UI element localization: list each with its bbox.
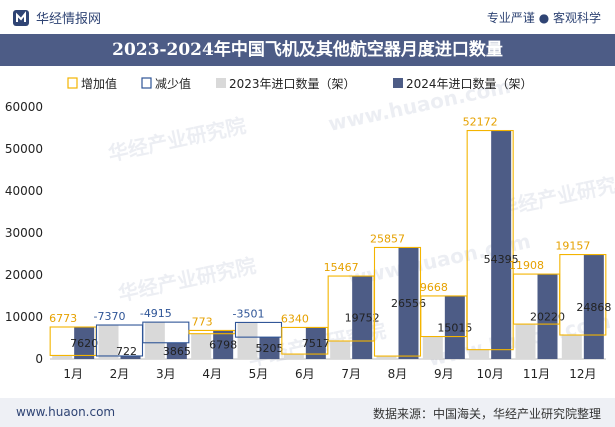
bar-2023	[191, 333, 212, 359]
bar-2024	[537, 274, 558, 359]
change-label: 19157	[555, 240, 590, 253]
x-tick-label: 6月	[295, 367, 315, 381]
value-label-2024: 24868	[576, 301, 611, 314]
top-bar: 华经情报网 专业严谨 ● 客观科学	[0, 0, 615, 34]
bar-2024	[352, 276, 373, 359]
brand: 华经情报网	[12, 8, 101, 27]
y-tick-label: 30000	[5, 226, 43, 240]
value-label-2024: 5205	[256, 342, 284, 355]
x-tick-label: 5月	[249, 367, 269, 381]
y-tick-label: 50000	[5, 142, 43, 156]
legend-2024-swatch	[393, 78, 403, 88]
value-label-2024: 7517	[302, 337, 330, 350]
value-label-2024: 3865	[163, 345, 191, 358]
y-tick-label: 60000	[5, 100, 43, 114]
bar-2023	[144, 322, 165, 359]
tagline: 专业严谨 ● 客观科学	[486, 11, 601, 25]
bar-2024	[305, 327, 326, 359]
bar-2023	[469, 349, 490, 359]
bar-2023	[98, 325, 119, 359]
x-tick-label: 9月	[434, 367, 454, 381]
value-label-2024: 54395	[484, 253, 519, 266]
chart-title: 2023-2024年中国飞机及其他航空器月度进口数量	[0, 34, 615, 66]
x-tick-label: 2月	[110, 367, 130, 381]
increase-box	[559, 254, 607, 336]
footer-website[interactable]: www.huaon.com	[16, 405, 116, 419]
change-label: -4915	[140, 307, 172, 320]
bar-2024	[74, 326, 95, 359]
bar-2024	[583, 254, 604, 359]
value-label-2024: 6798	[209, 339, 237, 352]
change-label: 6340	[281, 312, 309, 325]
y-tick-label: 20000	[5, 268, 43, 282]
value-label-2024: 15015	[437, 321, 472, 334]
value-label-2024: 26556	[391, 297, 426, 310]
bar-2023	[237, 322, 258, 359]
value-label-2024: 722	[116, 345, 137, 358]
bar-2024	[166, 342, 187, 359]
bar-2023	[376, 356, 397, 359]
legend-2023-swatch	[216, 78, 226, 88]
y-tick-label: 10000	[5, 310, 43, 324]
legend-2024-label: 2024年进口数量（架）	[406, 76, 533, 91]
brand-logo-icon	[13, 9, 29, 26]
bar-2024	[444, 295, 465, 359]
legend-decrease-swatch	[141, 77, 152, 89]
change-label: 25857	[370, 232, 405, 245]
change-label: 11908	[509, 259, 544, 272]
brand-name: 华经情报网	[36, 12, 102, 27]
watermark: 华经产业研究院	[496, 168, 615, 221]
bar-2023	[330, 341, 351, 359]
bar-2024	[398, 247, 419, 359]
x-tick-label: 12月	[569, 367, 596, 381]
watermark: 华经产业研究院	[106, 113, 248, 166]
footer-source: 数据来源：中国海关，华经产业研究院整理	[372, 407, 601, 421]
value-label-2024: 7620	[70, 337, 98, 350]
change-label: 52172	[463, 116, 498, 129]
x-tick-label: 8月	[388, 367, 408, 381]
change-label: -7370	[94, 310, 126, 323]
change-label: 773	[192, 315, 213, 328]
value-label-2024: 20220	[530, 311, 565, 324]
bar-2024	[259, 337, 280, 359]
legend-increase-label: 增加值	[81, 76, 117, 91]
y-tick-label: 40000	[5, 184, 43, 198]
legend-increase-swatch	[67, 77, 78, 89]
x-tick-label: 11月	[523, 367, 550, 381]
change-label: 15467	[324, 261, 359, 274]
change-label: 6773	[49, 312, 77, 325]
legend-2023-label: 2023年进口数量（架）	[229, 76, 356, 91]
y-tick-label: 0	[35, 352, 43, 366]
bar-2024	[120, 355, 141, 359]
value-label-2024: 19752	[345, 312, 380, 325]
x-tick-label: 4月	[202, 367, 222, 381]
x-tick-label: 1月	[63, 367, 83, 381]
bar-2024	[491, 130, 512, 359]
bar-2023	[515, 324, 536, 359]
increase-box	[466, 129, 514, 351]
legend-decrease-label: 减少值	[155, 76, 191, 91]
bar-2024	[213, 330, 234, 359]
x-tick-label: 7月	[341, 367, 361, 381]
bar-2023	[422, 336, 443, 359]
watermark: 华经产业研究院	[116, 253, 258, 306]
x-tick-label: 3月	[156, 367, 176, 381]
change-label: -3501	[233, 307, 265, 320]
x-tick-label: 10月	[477, 367, 504, 381]
bar-2023	[52, 355, 73, 359]
bar-2023	[283, 354, 304, 359]
bar-2023	[561, 335, 582, 359]
change-label: 9668	[420, 281, 448, 294]
footer: www.huaon.com 数据来源：中国海关，华经产业研究院整理	[0, 398, 615, 427]
